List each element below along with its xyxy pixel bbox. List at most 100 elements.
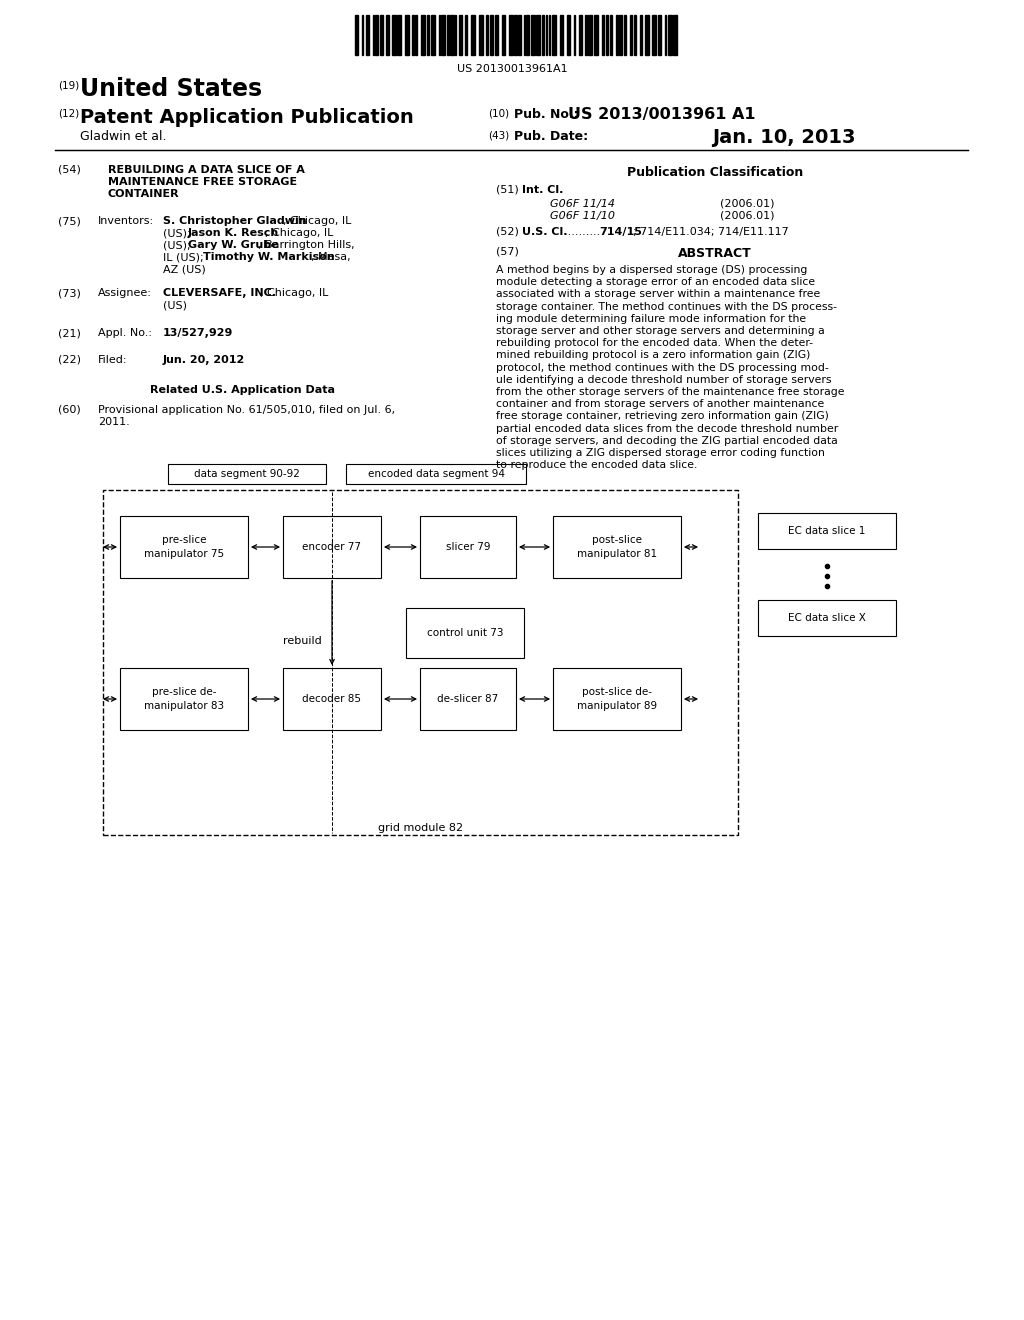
Bar [560, 15, 563, 55]
Text: , Chicago, IL: , Chicago, IL [283, 216, 351, 226]
Text: Assignee:: Assignee: [98, 288, 152, 298]
Bar [459, 15, 462, 55]
Text: (52): (52) [496, 227, 519, 238]
Bar [610, 15, 612, 55]
Text: , Mesa,: , Mesa, [311, 252, 350, 261]
Text: Jason K. Resch: Jason K. Resch [188, 228, 280, 238]
Text: ; 714/E11.034; 714/E11.117: ; 714/E11.034; 714/E11.117 [633, 227, 788, 238]
Text: Patent Application Publication: Patent Application Publication [80, 108, 414, 127]
Bar [375, 15, 378, 55]
Text: G06F 11/10: G06F 11/10 [550, 211, 615, 220]
Text: CONTAINER: CONTAINER [108, 189, 179, 199]
Bar [536, 15, 540, 55]
Text: U.S. Cl.: U.S. Cl. [522, 227, 567, 238]
Bar [490, 15, 493, 55]
Bar [526, 15, 529, 55]
Text: (US): (US) [163, 300, 187, 310]
Text: EC data slice X: EC data slice X [788, 612, 866, 623]
Text: A method begins by a dispersed storage (DS) processing: A method begins by a dispersed storage (… [496, 265, 807, 275]
Text: (10): (10) [488, 108, 509, 117]
Bar [450, 15, 454, 55]
Text: of storage servers, and decoding the ZIG partial encoded data: of storage servers, and decoding the ZIG… [496, 436, 838, 446]
Bar [594, 15, 598, 55]
Text: (21): (21) [58, 327, 81, 338]
Text: mined rebuilding protocol is a zero information gain (ZIG): mined rebuilding protocol is a zero info… [496, 350, 810, 360]
Bar [427, 15, 429, 55]
Text: (US);: (US); [163, 228, 195, 238]
Bar [553, 668, 681, 730]
Text: (19): (19) [58, 81, 79, 90]
Bar [386, 15, 389, 55]
Bar [486, 15, 488, 55]
Text: Pub. Date:: Pub. Date: [514, 129, 588, 143]
Bar [514, 15, 517, 55]
Text: (2006.01): (2006.01) [720, 199, 774, 209]
Text: IL (US);: IL (US); [163, 252, 207, 261]
Bar [120, 668, 248, 730]
Text: partial encoded data slices from the decode threshold number: partial encoded data slices from the dec… [496, 424, 839, 433]
Bar [634, 15, 636, 55]
Text: ing module determining failure mode information for the: ing module determining failure mode info… [496, 314, 806, 323]
Text: Jun. 20, 2012: Jun. 20, 2012 [163, 355, 246, 366]
Bar [567, 15, 570, 55]
Bar [441, 15, 445, 55]
Bar [406, 15, 409, 55]
Bar [103, 490, 738, 836]
Text: (75): (75) [58, 216, 81, 226]
Text: pre-slice
manipulator 75: pre-slice manipulator 75 [144, 536, 224, 558]
Text: (57): (57) [496, 247, 519, 257]
Text: REBUILDING A DATA SLICE OF A: REBUILDING A DATA SLICE OF A [108, 165, 305, 176]
Text: (60): (60) [58, 405, 81, 414]
Text: , Chicago, IL: , Chicago, IL [260, 288, 329, 298]
Bar [618, 15, 622, 55]
Bar [283, 516, 381, 578]
Text: Provisional application No. 61/505,010, filed on Jul. 6,: Provisional application No. 61/505,010, … [98, 405, 395, 414]
Text: slicer 79: slicer 79 [445, 543, 490, 552]
Bar [168, 465, 326, 484]
Bar [658, 15, 662, 55]
Text: (73): (73) [58, 288, 81, 298]
Bar [588, 15, 592, 55]
Bar [668, 15, 672, 55]
Text: Related U.S. Application Data: Related U.S. Application Data [150, 385, 335, 395]
Text: de-slicer 87: de-slicer 87 [437, 694, 499, 704]
Text: 13/527,929: 13/527,929 [163, 327, 233, 338]
Text: Filed:: Filed: [98, 355, 128, 366]
Bar [579, 15, 582, 55]
Text: decoder 85: decoder 85 [302, 694, 361, 704]
Text: S. Christopher Gladwin: S. Christopher Gladwin [163, 216, 306, 226]
Text: , Chicago, IL: , Chicago, IL [265, 228, 334, 238]
Bar [412, 15, 414, 55]
Text: grid module 82: grid module 82 [378, 822, 463, 833]
Text: Gladwin et al.: Gladwin et al. [80, 129, 167, 143]
Text: data segment 90-92: data segment 90-92 [195, 469, 300, 479]
Text: from the other storage servers of the maintenance free storage: from the other storage servers of the ma… [496, 387, 845, 397]
Bar [585, 15, 587, 55]
Bar [420, 516, 516, 578]
Bar [346, 465, 526, 484]
Text: Gary W. Grube: Gary W. Grube [188, 240, 279, 249]
Text: Int. Cl.: Int. Cl. [522, 185, 563, 195]
Bar [616, 15, 618, 55]
Bar [758, 513, 896, 549]
Text: module detecting a storage error of an encoded data slice: module detecting a storage error of an e… [496, 277, 815, 288]
Bar [630, 15, 632, 55]
Text: storage container. The method continues with the DS process-: storage container. The method continues … [496, 301, 837, 312]
Bar [502, 15, 505, 55]
Bar [415, 15, 417, 55]
Text: United States: United States [80, 77, 262, 102]
Text: (12): (12) [58, 110, 79, 119]
Text: 714/15: 714/15 [599, 227, 642, 238]
Text: container and from storage servers of another maintenance: container and from storage servers of an… [496, 399, 824, 409]
Text: MAINTENANCE FREE STORAGE: MAINTENANCE FREE STORAGE [108, 177, 297, 187]
Text: to reproduce the encoded data slice.: to reproduce the encoded data slice. [496, 461, 697, 470]
Text: associated with a storage server within a maintenance free: associated with a storage server within … [496, 289, 820, 300]
Bar [447, 15, 449, 55]
Text: (54): (54) [58, 165, 81, 176]
Bar [518, 15, 521, 55]
Bar [397, 15, 401, 55]
Bar [366, 15, 369, 55]
Bar [758, 601, 896, 636]
Bar [355, 15, 358, 55]
Text: Timothy W. Markison: Timothy W. Markison [203, 252, 335, 261]
